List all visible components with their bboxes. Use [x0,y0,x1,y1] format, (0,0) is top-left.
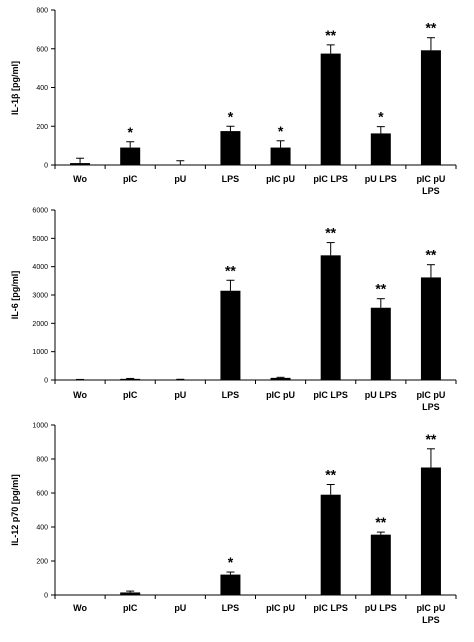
category-label: pIC [123,603,138,613]
il12-panel: 0 200 400 600 800 1000 IL-12 p70 [pg/ml] Wo pIC p… [10,423,457,625]
bar [370,534,391,595]
y-tick-label: 0 [44,593,48,600]
bar [320,255,341,380]
y-tick-label: 0 [44,163,48,170]
y-tick-label: 600 [36,491,48,498]
category-label: pU LPS [365,174,397,184]
y-tick-label: 3000 [32,293,48,300]
category-label: pIC LPS [313,174,348,184]
y-tick-label: 600 [36,46,48,53]
significance-marker: ** [375,514,386,530]
significance-marker: ** [425,247,436,263]
category-label: pIC pU [416,603,445,613]
bar [120,592,141,595]
category-label: Wo [73,603,87,613]
y-axis-label: IL-12 p70 [pg/ml] [10,474,20,546]
bar [370,307,391,380]
significance-marker: ** [225,262,236,278]
category-label: pIC LPS [313,603,348,613]
bar [420,277,441,380]
y-tick-label: 400 [36,525,48,532]
category-label: LPS [222,603,240,613]
category-label: LPS [422,402,440,412]
y-tick-label: 2000 [32,321,48,328]
category-label: pU LPS [365,603,397,613]
bar [370,133,391,165]
significance-marker: * [378,109,384,125]
category-label: pIC pU [266,174,295,184]
bar [220,290,241,380]
bar [120,147,141,165]
significance-marker: * [278,123,284,139]
y-tick-label: 1000 [32,423,48,430]
y-tick-label: 5000 [32,236,48,243]
significance-marker: * [127,124,133,140]
bar [220,574,241,595]
category-label: pU [174,603,186,613]
category-label: pIC LPS [313,390,348,400]
bar [270,377,291,380]
significance-marker: * [228,554,234,570]
y-tick-label: 4000 [32,264,48,271]
category-label: LPS [422,186,440,196]
category-label: pU [174,174,186,184]
il1b-panel: 0 200 400 600 800 IL-1β [pg/ml] Wo * pIC pU * LPS * p… [10,8,457,196]
category-label: pIC [123,390,138,400]
bar [320,53,341,165]
y-tick-label: 800 [36,8,48,15]
category-label: pIC pU [416,174,445,184]
significance-marker: ** [325,225,336,241]
category-label: LPS [222,390,240,400]
category-label: pU LPS [365,390,397,400]
significance-marker: ** [325,467,336,483]
bar [70,163,91,165]
bar [220,131,241,165]
category-label: pIC pU [416,390,445,400]
category-label: LPS [422,615,440,625]
bar [420,467,441,595]
significance-marker: ** [425,431,436,447]
y-tick-label: 200 [36,124,48,131]
bar [270,147,291,165]
y-tick-label: 400 [36,85,48,92]
category-label: LPS [222,174,240,184]
significance-marker: ** [425,20,436,36]
y-tick-label: 6000 [32,208,48,215]
category-label: Wo [73,174,87,184]
y-axis-label: IL-6 [pg/ml] [10,271,20,320]
category-label: pIC [123,174,138,184]
bar [320,494,341,595]
y-tick-label: 800 [36,457,48,464]
bar [120,378,141,380]
il6-panel: 0 1000 2000 3000 4000 5000 6000 IL-6 [pg/ml] Wo p… [10,208,457,412]
y-axis-label: IL-1β [pg/ml] [10,61,20,115]
y-tick-label: 0 [44,378,48,385]
y-tick-label: 1000 [32,349,48,356]
category-label: pIC pU [266,603,295,613]
significance-marker: ** [375,281,386,297]
category-label: pU [174,390,186,400]
category-label: pIC pU [266,390,295,400]
category-label: Wo [73,390,87,400]
significance-marker: ** [325,27,336,43]
y-tick-label: 200 [36,559,48,566]
bar [420,50,441,165]
significance-marker: * [228,108,234,124]
